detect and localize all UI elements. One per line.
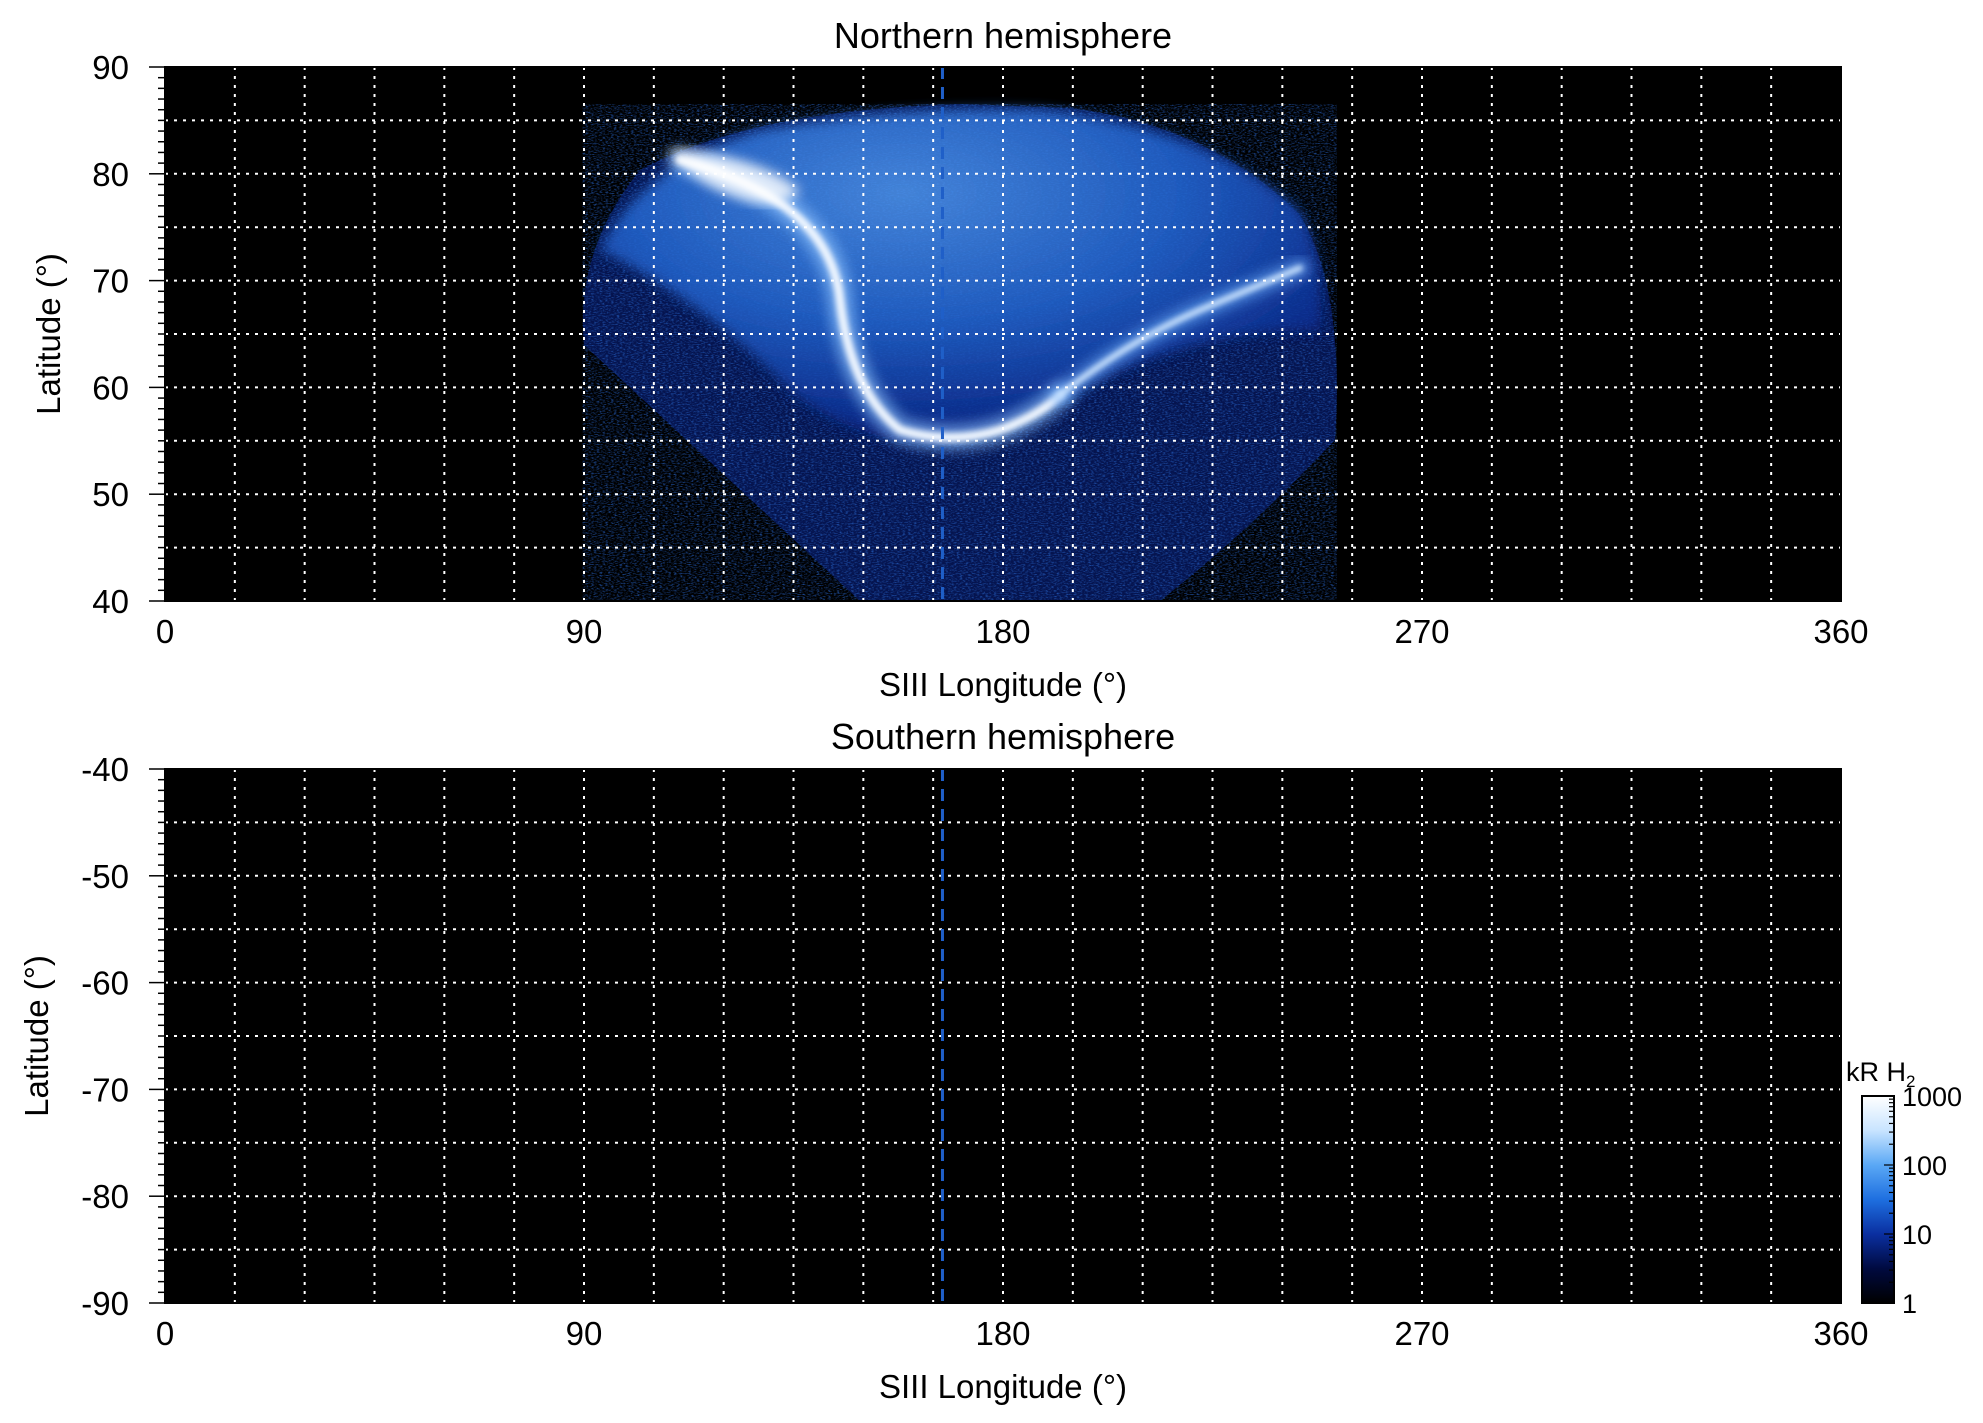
north-y-tick-labels: 40 50 60 70 80 90 bbox=[92, 49, 129, 620]
south-x-tick-label: 90 bbox=[566, 1315, 603, 1352]
north-x-tick-labels: 0 90 180 270 360 bbox=[156, 613, 1869, 650]
south-x-axis-label: SIII Longitude (°) bbox=[879, 1368, 1127, 1405]
colorbar-gradient bbox=[1861, 1095, 1895, 1304]
south-y-tick-label: -90 bbox=[81, 1285, 129, 1322]
north-panel: Northern hemisphere 0 90 180 270 360 40 50 60 7… bbox=[30, 15, 1869, 703]
south-y-tick-label: -80 bbox=[81, 1178, 129, 1215]
north-emission-heatmap bbox=[582, 104, 1337, 601]
north-x-tick-label: 180 bbox=[975, 613, 1030, 650]
south-x-tick-labels: 0 90 180 270 360 bbox=[156, 1315, 1869, 1352]
north-dawn-arc bbox=[1057, 265, 1303, 398]
south-plot-frame bbox=[164, 768, 1842, 1304]
north-y-tick-label: 80 bbox=[92, 156, 129, 193]
north-title: Northern hemisphere bbox=[834, 15, 1172, 56]
north-plot-frame bbox=[164, 66, 1842, 602]
colorbar-ticks: 1 10 100 1000 bbox=[1884, 1082, 1962, 1319]
south-y-tick-label: -40 bbox=[81, 751, 129, 788]
colorbar-tick-label: 100 bbox=[1902, 1151, 1947, 1181]
north-ticks bbox=[149, 66, 165, 602]
north-x-tick-label: 270 bbox=[1394, 613, 1449, 650]
colorbar-tick-label: 1 bbox=[1902, 1289, 1917, 1319]
north-x-tick-label: 90 bbox=[566, 613, 603, 650]
south-x-tick-label: 0 bbox=[156, 1315, 174, 1352]
south-y-axis-label: Latitude (°) bbox=[18, 955, 55, 1117]
north-main-oval bbox=[675, 155, 1065, 442]
colorbar: kR H2 1 10 100 1000 bbox=[1846, 1057, 1962, 1319]
south-x-tick-label: 180 bbox=[975, 1315, 1030, 1352]
north-y-axis-label: Latitude (°) bbox=[30, 253, 67, 415]
north-grid bbox=[165, 67, 1841, 601]
north-x-tick-label: 360 bbox=[1813, 613, 1868, 650]
north-bright-patch bbox=[670, 150, 800, 204]
colorbar-tick-label: 10 bbox=[1902, 1220, 1932, 1250]
colorbar-tick-label: 1000 bbox=[1902, 1082, 1962, 1112]
north-y-tick-label: 70 bbox=[92, 263, 129, 300]
south-y-tick-labels: -40 -50 -60 -70 -80 -90 bbox=[81, 751, 129, 1322]
north-y-tick-label: 40 bbox=[92, 583, 129, 620]
south-panel: Southern hemisphere 0 90 180 270 360 -40-50-… bbox=[18, 716, 1869, 1405]
south-y-tick-label: -70 bbox=[81, 1071, 129, 1108]
north-y-tick-label: 90 bbox=[92, 49, 129, 86]
south-x-tick-label: 360 bbox=[1813, 1315, 1868, 1352]
south-title: Southern hemisphere bbox=[831, 716, 1175, 757]
south-ticks bbox=[149, 768, 165, 1304]
north-y-tick-label: 50 bbox=[92, 476, 129, 513]
north-y-tick-label: 60 bbox=[92, 369, 129, 406]
north-x-axis-label: SIII Longitude (°) bbox=[879, 666, 1127, 703]
south-y-tick-label: -50 bbox=[81, 858, 129, 895]
north-x-tick-label: 0 bbox=[156, 613, 174, 650]
south-x-tick-label: 270 bbox=[1394, 1315, 1449, 1352]
south-grid bbox=[165, 769, 1841, 1303]
south-y-tick-label: -60 bbox=[81, 965, 129, 1002]
colorbar-label: kR H2 bbox=[1846, 1057, 1915, 1091]
